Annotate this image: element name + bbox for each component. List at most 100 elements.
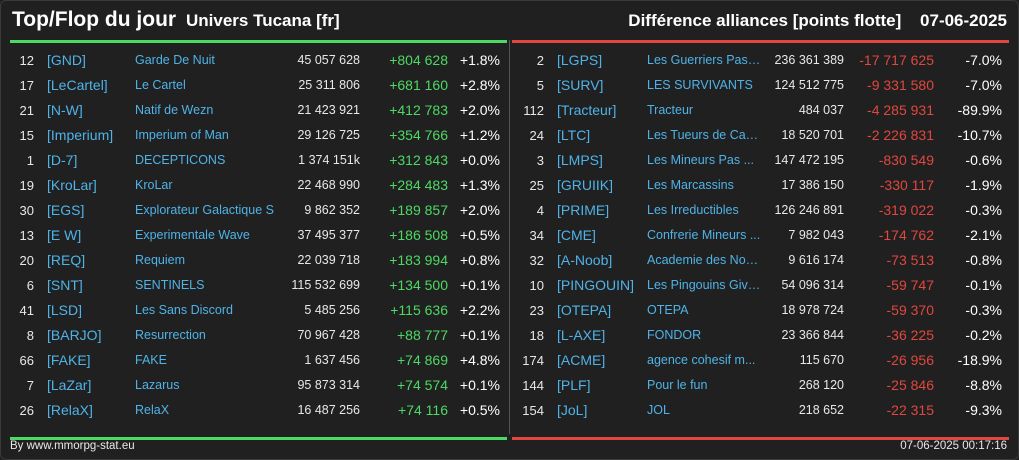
alliance-rank: 174: [522, 353, 544, 368]
points-difference: -26 956: [886, 352, 934, 368]
alliance-tag-link[interactable]: [ACME]: [557, 352, 606, 368]
alliance-rank: 154: [522, 403, 544, 418]
alliance-rank: 17: [19, 78, 34, 93]
alliance-points: 124 512 775: [774, 78, 844, 92]
percent-change: +1.8%: [459, 52, 500, 68]
percent-change: +2.2%: [459, 302, 500, 318]
percent-change: +1.2%: [459, 127, 500, 143]
alliance-tag-link[interactable]: [FAKE]: [47, 352, 91, 368]
alliance-tag-link[interactable]: [A-Noob]: [557, 252, 613, 268]
alliance-tag-link[interactable]: [LMPS]: [557, 152, 603, 168]
alliance-tag-link[interactable]: [L-AXE]: [557, 327, 606, 343]
alliance-tag-link[interactable]: [BARJO]: [47, 327, 102, 343]
table-row: 1 [D-7] DECEPTICONS 1 374 151k +312 843 +0.0%: [10, 148, 507, 173]
percent-change: +2.0%: [459, 202, 500, 218]
points-difference: +284 483: [389, 177, 448, 193]
points-difference: +183 994: [389, 252, 448, 268]
panel-divider: [509, 40, 510, 434]
alliance-tag-link[interactable]: [RelaX]: [47, 402, 93, 418]
alliance-tag-link[interactable]: [SNT]: [47, 277, 83, 293]
alliance-tag-link[interactable]: [Imperium]: [47, 127, 114, 143]
alliance-name-link[interactable]: Pour le fun: [647, 378, 708, 392]
alliance-tag-link[interactable]: [CME]: [557, 227, 596, 243]
alliance-name-link[interactable]: Les Irreductibles: [647, 203, 739, 217]
alliance-name-link[interactable]: Explorateur Galactique S: [135, 203, 274, 217]
alliance-tag-link[interactable]: [GRUIIK]: [557, 177, 614, 193]
table-row: 8 [BARJO] Resurrection 70 967 428 +88 777 +0.…: [10, 323, 507, 348]
alliance-name-link[interactable]: JOL: [647, 403, 670, 417]
percent-change: -0.3%: [965, 302, 1002, 318]
alliance-tag-link[interactable]: [E W]: [47, 227, 82, 243]
alliance-name-link[interactable]: Confrerie Mineurs ...: [647, 228, 761, 242]
alliance-name-link[interactable]: RelaX: [135, 403, 170, 417]
alliance-name-link[interactable]: OTEPA: [647, 303, 689, 317]
alliance-tag-link[interactable]: [GND]: [47, 52, 86, 68]
alliance-tag-link[interactable]: [D-7]: [47, 152, 78, 168]
alliance-name-link[interactable]: LES SURVIVANTS: [647, 78, 753, 92]
alliance-tag-link[interactable]: [PINGOUIN]: [557, 277, 635, 293]
alliance-tag-link[interactable]: [N-W]: [47, 102, 83, 118]
alliance-tag-link[interactable]: [LSD]: [47, 302, 83, 318]
alliance-tag-link[interactable]: [LaZar]: [47, 377, 92, 393]
alliance-name-link[interactable]: Les Mineurs Pas ...: [647, 153, 754, 167]
alliance-name-link[interactable]: Requiem: [135, 253, 186, 267]
alliance-name-link[interactable]: Le Cartel: [135, 78, 186, 92]
points-difference: -59 747: [886, 277, 934, 293]
alliance-name-link[interactable]: SENTINELS: [135, 278, 205, 292]
alliance-rank: 4: [536, 203, 544, 218]
alliance-rank: 144: [522, 378, 544, 393]
alliance-tag-link[interactable]: [EGS]: [47, 202, 85, 218]
alliance-name-link[interactable]: Les Pingouins Givre...: [647, 278, 761, 292]
alliance-tag-link[interactable]: [SURV]: [557, 77, 604, 93]
alliance-name-link[interactable]: Natif de Wezn: [135, 103, 214, 117]
alliance-name-link[interactable]: Les Guerriers Pas ...: [647, 53, 761, 67]
alliance-name-link[interactable]: Imperium of Man: [135, 128, 229, 142]
alliance-name-link[interactable]: DECEPTICONS: [135, 153, 226, 167]
alliance-points: 1 637 456: [304, 353, 360, 367]
header: Top/Flop du jour Univers Tucana [fr] Dif…: [0, 0, 1019, 40]
alliance-points: 126 246 891: [774, 203, 844, 217]
alliance-points: 5 485 256: [304, 303, 360, 317]
table-row: 5 [SURV] LES SURVIVANTS 124 512 775 -9 331 5…: [512, 73, 1009, 98]
top-losers-table: 2 [LGPS] Les Guerriers Pas ... 236 361 389 -…: [512, 40, 1009, 440]
alliance-name-link[interactable]: KroLar: [135, 178, 173, 192]
alliance-points: 37 495 377: [297, 228, 360, 242]
alliance-tag-link[interactable]: [LeCartel]: [47, 77, 108, 93]
points-difference: +804 628: [389, 52, 448, 68]
alliance-tag-link[interactable]: [REQ]: [47, 252, 86, 268]
alliance-points: 29 126 725: [297, 128, 360, 142]
alliance-tag-link[interactable]: [KroLar]: [47, 177, 97, 193]
table-row: 26 [RelaX] RelaX 16 487 256 +74 116 +0.5%: [10, 398, 507, 423]
alliance-rank: 10: [529, 278, 544, 293]
alliance-name-link[interactable]: Les Marcassins: [647, 178, 734, 192]
alliance-name-link[interactable]: Tracteur: [647, 103, 694, 117]
alliance-name-link[interactable]: agence cohesif m...: [647, 353, 756, 367]
alliance-tag-link[interactable]: [JoL]: [557, 402, 588, 418]
alliance-name-link[interactable]: Les Sans Discord: [135, 303, 233, 317]
alliance-tag-link[interactable]: [PRIME]: [557, 202, 610, 218]
table-row: 174 [ACME] agence cohesif m... 115 670 -26 9…: [512, 348, 1009, 373]
points-difference: -59 370: [886, 302, 934, 318]
alliance-tag-link[interactable]: [Tracteur]: [557, 102, 617, 118]
percent-change: -0.2%: [965, 327, 1002, 343]
alliance-tag-link[interactable]: [OTEPA]: [557, 302, 612, 318]
alliance-tag-link[interactable]: [LGPS]: [557, 52, 603, 68]
alliance-name-link[interactable]: Lazarus: [135, 378, 180, 392]
table-row: 2 [LGPS] Les Guerriers Pas ... 236 361 389 -…: [512, 48, 1009, 73]
alliance-name-link[interactable]: FAKE: [135, 353, 167, 367]
alliance-name-link[interactable]: Experimentale Wave: [135, 228, 250, 242]
alliance-tag-link[interactable]: [PLF]: [557, 377, 591, 393]
alliance-name-link[interactable]: Resurrection: [135, 328, 206, 342]
alliance-rank: 6: [26, 278, 34, 293]
alliance-points: 18 520 701: [781, 128, 844, 142]
alliance-rank: 1: [26, 153, 34, 168]
alliance-points: 236 361 389: [774, 53, 844, 67]
alliance-name-link[interactable]: FONDOR: [647, 328, 702, 342]
alliance-name-link[interactable]: Academie des Noob...: [647, 253, 761, 267]
points-difference: -4 285 931: [867, 102, 934, 118]
alliance-name-link[interactable]: Les Tueurs de Can...: [647, 128, 761, 142]
alliance-tag-link[interactable]: [LTC]: [557, 127, 591, 143]
alliance-points: 22 468 990: [297, 178, 360, 192]
alliance-name-link[interactable]: Garde De Nuit: [135, 53, 215, 67]
alliance-points: 147 472 195: [774, 153, 844, 167]
